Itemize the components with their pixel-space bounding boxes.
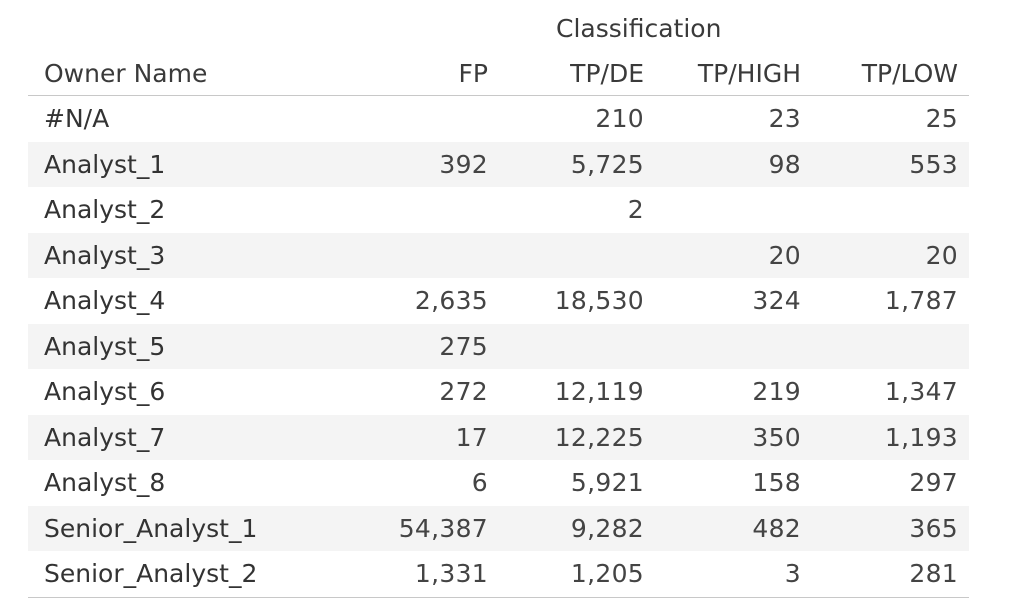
- value-cell-tp-high: 219: [752, 377, 801, 407]
- owner-name-header: Owner Name: [44, 59, 208, 88]
- value-cell-tp-de: 5,725: [570, 149, 644, 179]
- value-cell-fp: 6: [471, 468, 488, 498]
- owner-name-cell: Analyst_6: [44, 377, 166, 407]
- owner-name-cell: Analyst_3: [44, 240, 166, 270]
- value-cell-fp: 54,387: [398, 513, 488, 543]
- column-header-row: Owner Name FP TP/DE TP/HIGH TP/LOW: [28, 52, 969, 96]
- value-cell-tp-high: 482: [752, 513, 801, 543]
- owner-name-cell: #N/A: [44, 104, 110, 134]
- value-cell-tp-high: 158: [752, 468, 801, 498]
- table-row: Analyst_7 17 12,225 350 1,193: [28, 414, 969, 460]
- value-cell-tp-low: 553: [909, 149, 958, 179]
- table-row: Analyst_8 6 5,921 158 297: [28, 460, 969, 506]
- crosstab: Classification Owner Name FP TP/DE TP/HI…: [28, 8, 969, 598]
- table-row: Senior_Analyst_1 54,387 9,282 482 365: [28, 505, 969, 551]
- classification-label: Classification: [556, 14, 722, 43]
- owner-name-cell: Analyst_1: [44, 149, 166, 179]
- value-cell-tp-high: 3: [784, 559, 801, 589]
- column-header-tp-high: TP/HIGH: [697, 59, 801, 88]
- value-cell-tp-de: 18,530: [554, 286, 644, 316]
- table-row: Analyst_5 275: [28, 323, 969, 369]
- value-cell-tp-high: 20: [768, 240, 801, 270]
- value-cell-tp-de: 2: [627, 195, 644, 225]
- value-cell-fp: 392: [439, 149, 488, 179]
- value-cell-tp-high: 350: [752, 422, 801, 452]
- value-cell-tp-low: 25: [925, 104, 958, 134]
- owner-name-cell: Analyst_2: [44, 195, 166, 225]
- table-row: Analyst_1 392 5,725 98 553: [28, 141, 969, 187]
- value-cell-tp-high: 23: [768, 104, 801, 134]
- value-cell-fp: 1,331: [414, 559, 488, 589]
- value-cell-tp-de: 210: [595, 104, 644, 134]
- value-cell-tp-low: 281: [909, 559, 958, 589]
- owner-name-cell: Senior_Analyst_1: [44, 513, 258, 543]
- owner-name-cell: Analyst_4: [44, 286, 166, 316]
- table-row: Analyst_6 272 12,119 219 1,347: [28, 369, 969, 415]
- value-cell-tp-low: 20: [925, 240, 958, 270]
- owner-name-cell: Analyst_7: [44, 422, 166, 452]
- table-row: #N/A 210 23 25: [28, 96, 969, 142]
- column-header-tp-de: TP/DE: [570, 59, 644, 88]
- column-header-fp: FP: [458, 59, 488, 88]
- value-cell-tp-de: 12,225: [554, 422, 644, 452]
- value-cell-fp: 2,635: [414, 286, 488, 316]
- value-cell-tp-low: 365: [909, 513, 958, 543]
- value-cell-fp: 272: [439, 377, 488, 407]
- owner-name-cell: Analyst_5: [44, 331, 166, 361]
- column-group-header: Classification: [28, 8, 969, 52]
- value-cell-tp-de: 9,282: [570, 513, 644, 543]
- column-header-tp-low: TP/LOW: [861, 59, 958, 88]
- table-row: Analyst_4 2,635 18,530 324 1,787: [28, 278, 969, 324]
- value-cell-tp-de: 5,921: [570, 468, 644, 498]
- value-cell-tp-low: 297: [909, 468, 958, 498]
- value-cell-fp: 275: [439, 331, 488, 361]
- value-cell-tp-low: 1,347: [884, 377, 958, 407]
- owner-name-cell: Senior_Analyst_2: [44, 559, 258, 589]
- owner-name-cell: Analyst_8: [44, 468, 166, 498]
- value-cell-tp-high: 98: [768, 149, 801, 179]
- table-body: #N/A 210 23 25 Analyst_1 392 5,725 98 553 Analyst…: [28, 96, 969, 598]
- value-cell-fp: 17: [455, 422, 488, 452]
- table-row: Analyst_2 2: [28, 187, 969, 233]
- value-cell-tp-low: 1,787: [884, 286, 958, 316]
- value-cell-tp-low: 1,193: [884, 422, 958, 452]
- value-cell-tp-de: 12,119: [554, 377, 644, 407]
- value-cell-tp-high: 324: [752, 286, 801, 316]
- value-cell-tp-de: 1,205: [570, 559, 644, 589]
- table-row: Senior_Analyst_2 1,331 1,205 3 281: [28, 551, 969, 597]
- table-row: Analyst_3 20 20: [28, 232, 969, 278]
